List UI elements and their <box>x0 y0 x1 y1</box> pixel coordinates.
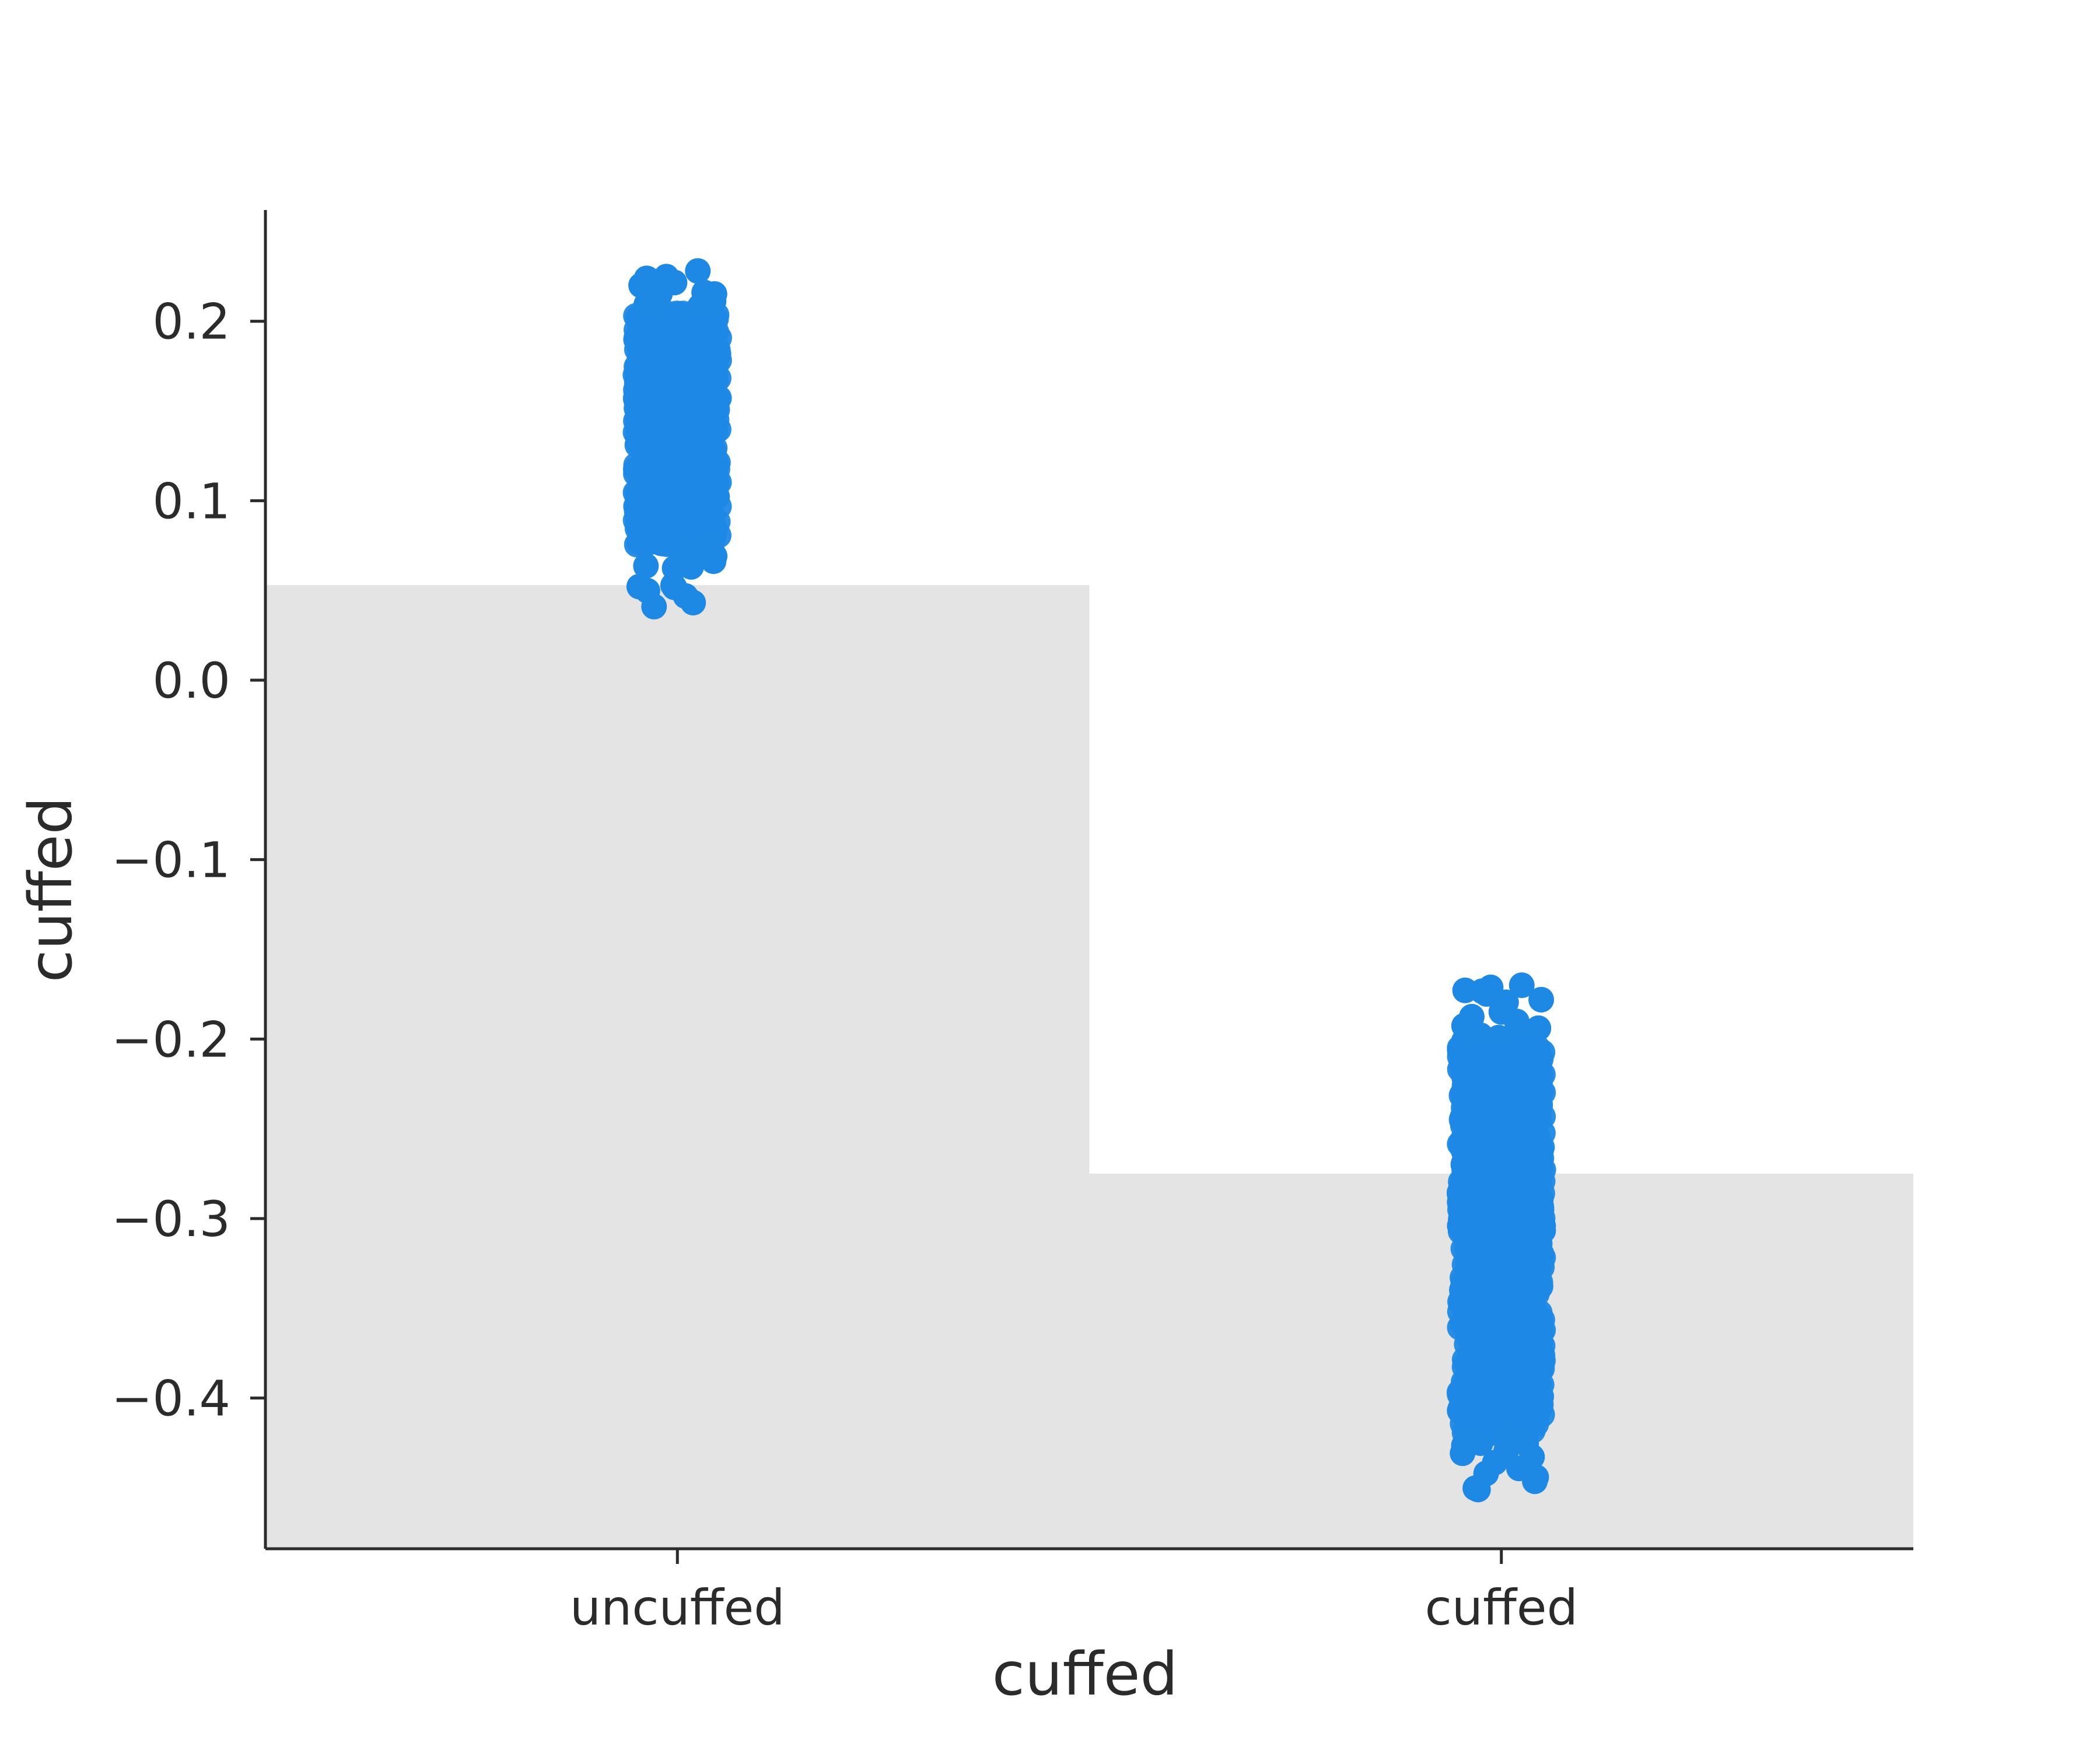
data-point <box>1503 1220 1530 1247</box>
data-point <box>1506 1030 1532 1056</box>
y-tick-label: 0.2 <box>152 293 230 351</box>
data-point <box>1451 1432 1477 1458</box>
data-point <box>698 406 724 432</box>
data-point <box>1528 1392 1554 1418</box>
data-point <box>633 553 659 579</box>
data-point <box>1471 1144 1497 1170</box>
data-point <box>653 431 680 457</box>
data-point <box>635 267 662 293</box>
data-point <box>1452 1369 1479 1395</box>
axes-layer: 0.2 0.1 0.0 −0.1 −0.2 −0.3 −0.4 uncuffed cuffed <box>111 210 1913 1636</box>
data-point <box>687 434 713 460</box>
points-uncuffed <box>622 258 732 620</box>
points-cuffed <box>1446 972 1556 1503</box>
data-point-max <box>685 258 711 284</box>
data-point <box>624 354 650 380</box>
data-point <box>681 492 707 518</box>
data-point-max <box>1508 972 1535 999</box>
data-point <box>1522 1083 1549 1110</box>
y-tick-label: −0.3 <box>111 1191 230 1248</box>
data-point <box>1471 1042 1497 1068</box>
points-layer <box>622 258 1556 1503</box>
data-point <box>704 468 730 495</box>
data-point <box>634 502 660 528</box>
data-point <box>1525 1015 1552 1041</box>
data-point-min <box>641 593 667 620</box>
data-point <box>1498 1164 1524 1191</box>
bars-layer <box>265 584 1913 1549</box>
data-point <box>1486 1314 1512 1340</box>
data-point <box>652 355 678 381</box>
data-point-min <box>1465 1476 1491 1503</box>
y-tick-label: −0.2 <box>111 1011 230 1068</box>
data-point <box>1478 974 1504 1000</box>
data-point <box>655 404 681 430</box>
data-point <box>698 534 724 561</box>
y-tick-label: −0.1 <box>111 832 230 889</box>
data-point <box>646 464 673 491</box>
data-point <box>1452 977 1478 1003</box>
data-point <box>633 292 659 318</box>
x-tick-label: uncuffed <box>570 1579 785 1636</box>
data-point <box>1485 1244 1511 1270</box>
data-point <box>701 288 727 314</box>
data-point <box>659 328 685 355</box>
data-point <box>1448 1083 1475 1109</box>
data-point <box>1467 1022 1493 1048</box>
y-axis-label: cuffed <box>16 797 86 983</box>
data-point <box>1501 1121 1527 1147</box>
data-point <box>1524 1183 1550 1209</box>
data-point <box>1528 1216 1554 1242</box>
data-point <box>1528 986 1555 1013</box>
bar-uncuffed <box>265 584 1090 1549</box>
data-point <box>624 531 650 558</box>
data-point <box>1492 1196 1518 1222</box>
data-point <box>1483 1222 1510 1248</box>
y-tick-label: −0.4 <box>111 1370 230 1427</box>
data-point <box>1513 1431 1539 1457</box>
data-point <box>1451 1053 1478 1079</box>
data-point <box>702 365 729 391</box>
x-axis-label: cuffed <box>992 1640 1178 1709</box>
y-tick-label: 0.1 <box>152 473 230 530</box>
data-point <box>1482 1089 1508 1115</box>
data-point <box>632 379 659 405</box>
data-point <box>1515 1358 1541 1384</box>
data-point <box>662 270 688 296</box>
data-point <box>1471 1117 1497 1143</box>
data-point <box>1457 1279 1483 1306</box>
data-point <box>1513 1058 1539 1084</box>
data-point <box>660 484 686 510</box>
data-point <box>1504 1009 1530 1035</box>
data-point <box>1449 1310 1475 1336</box>
data-point <box>1526 1105 1552 1132</box>
data-point <box>629 312 655 338</box>
data-point <box>626 573 652 600</box>
data-point <box>706 494 732 520</box>
x-tick-label: cuffed <box>1425 1579 1578 1636</box>
data-point <box>705 341 732 367</box>
data-point <box>1465 1332 1491 1358</box>
data-point <box>1506 1285 1532 1311</box>
data-point <box>1516 1142 1542 1168</box>
data-point <box>673 583 699 609</box>
data-point <box>1493 1421 1520 1447</box>
data-point <box>1474 1175 1500 1201</box>
data-point <box>1455 1219 1482 1245</box>
data-point <box>678 403 705 429</box>
data-point <box>1530 1317 1556 1343</box>
data-point <box>1523 1464 1549 1490</box>
y-tick-label: 0.0 <box>152 652 230 709</box>
